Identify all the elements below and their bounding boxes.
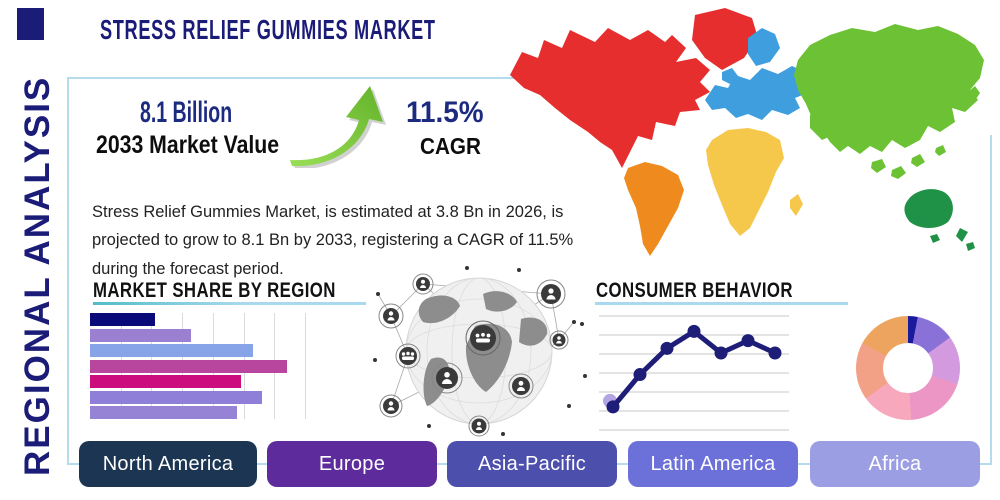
content-box-border-left <box>67 77 69 465</box>
growth-arrow-icon <box>290 86 386 168</box>
data-point <box>633 368 647 382</box>
map-south-america <box>624 162 684 256</box>
page-title: STRESS RELIEF GUMMIES MARKET <box>100 14 436 45</box>
corner-accent-square <box>17 8 44 40</box>
region-button-north-america[interactable]: North America <box>79 441 257 487</box>
donut-hole <box>883 343 933 393</box>
data-point <box>768 346 782 360</box>
bar-region-3 <box>90 359 287 373</box>
map-north-america <box>510 8 758 168</box>
content-box-border-top <box>67 77 540 79</box>
region-button-africa[interactable]: Africa <box>810 441 980 487</box>
globe-network-graphic <box>373 266 587 437</box>
data-point <box>741 334 755 348</box>
map-oceania <box>904 189 975 251</box>
globe-landmasses <box>418 291 548 406</box>
sidebar-vertical-label: REGIONAL ANALYSIS <box>18 75 57 476</box>
data-point <box>687 324 701 338</box>
bar-region-0 <box>90 313 155 326</box>
cagr-stat: 11.5% <box>406 96 484 129</box>
data-point <box>714 346 728 360</box>
data-point <box>606 400 620 414</box>
map-europe <box>705 28 812 120</box>
region-button-asia-pacific[interactable]: Asia-Pacific <box>447 441 617 487</box>
regional-split-donut-chart <box>856 316 960 420</box>
map-asia <box>794 24 984 179</box>
consumer-behavior-line-chart <box>599 315 789 431</box>
bar-region-5 <box>90 390 262 404</box>
market-share-bar-chart <box>90 313 306 419</box>
bar-region-1 <box>90 328 192 342</box>
content-box-border-right <box>990 135 992 465</box>
cagr-label: CAGR <box>420 133 481 159</box>
region-button-europe[interactable]: Europe <box>267 441 437 487</box>
bar-region-6 <box>90 406 238 419</box>
world-map <box>510 8 984 256</box>
network-nodes <box>378 273 569 437</box>
bar-gridline <box>305 313 306 419</box>
market-value-stat: 8.1 Billion <box>140 96 233 129</box>
data-point <box>660 341 674 355</box>
market-share-underline <box>93 302 366 305</box>
section-heading-market-share: MARKET SHARE BY REGION <box>93 279 336 302</box>
bar-region-4 <box>90 375 241 388</box>
network-dots <box>373 266 587 436</box>
market-summary-text: Stress Relief Gummies Market, is estimat… <box>92 202 574 278</box>
bar-region-2 <box>90 344 253 357</box>
consumer-behavior-underline <box>595 302 848 305</box>
section-heading-consumer-behavior: CONSUMER BEHAVIOR <box>596 279 793 302</box>
market-value-label: 2033 Market Value <box>96 131 280 159</box>
map-africa <box>706 128 803 236</box>
region-button-latin-america[interactable]: Latin America <box>628 441 798 487</box>
